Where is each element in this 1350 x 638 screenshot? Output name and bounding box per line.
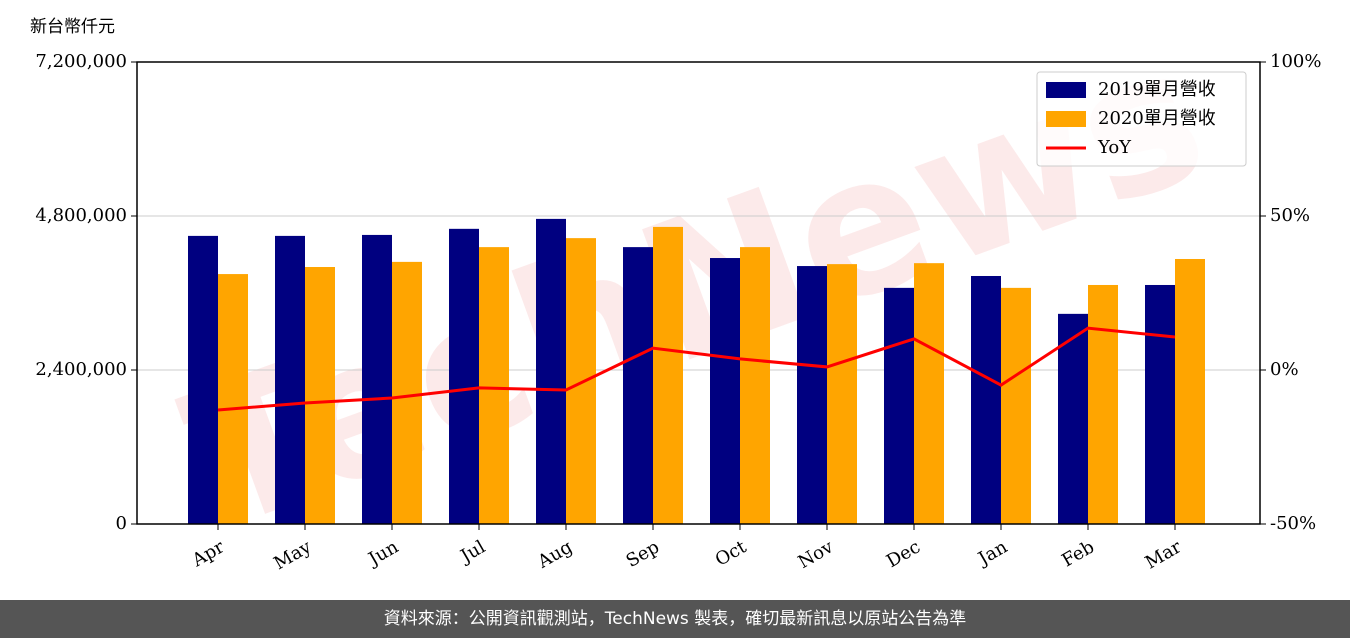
bar [479,247,509,524]
y-tick-label: 4,800,000 [35,205,127,226]
y-tick-label: 0 [116,513,127,534]
x-tick-label: Oct [712,536,751,571]
x-tick-label: Mar [1142,536,1186,573]
bar [653,226,683,525]
y2-tick-label: 50% [1270,205,1310,226]
y2-tick-label: 0% [1270,359,1299,380]
bar [1145,284,1175,524]
y2-tick-label: -50% [1270,513,1316,534]
bar [971,275,1001,524]
bar [914,263,944,524]
legend-box [1036,71,1247,167]
x-tick-label: Jul [455,536,489,568]
bar [710,258,740,524]
bar [1175,258,1205,524]
bar [275,235,305,524]
footer: 資料來源：公開資訊觀測站，TechNews 製表，確切最新訊息以原站公告為準 [0,600,1350,638]
legend: 2019單月營收 2020單月營收 YoY [1036,71,1247,167]
line [217,326,1176,412]
bar [188,235,218,524]
bar [362,234,392,524]
bar [305,267,335,524]
x-tick-label: Jan [973,536,1011,570]
bar [884,287,914,524]
bar [740,247,770,524]
x-tick-label: Jun [363,536,402,571]
bar [392,261,422,524]
bar [797,266,827,524]
legend-label: YoY [1097,137,1132,158]
bar [218,274,248,524]
x-tick-label: Sep [623,536,663,571]
x-tick-label: Nov [795,536,838,573]
chart: 新台幣仟元 TechNews 02,400,0004,800,0007,200,… [30,3,1321,574]
bar [566,238,596,524]
y2-tick-label: 100% [1270,51,1321,72]
bar [449,228,479,525]
bar [1058,313,1088,524]
legend-label: 2019單月營收 [1098,79,1216,100]
y-tick-label: 2,400,000 [35,359,127,380]
bar [623,247,653,524]
bar [1088,284,1118,524]
legend-swatch [1046,111,1086,127]
y-axis-title: 新台幣仟元 [30,17,115,37]
x-tick-label: Aug [533,536,576,573]
bar [536,218,566,524]
bar [1001,287,1031,524]
x-tick-label: Apr [188,536,228,571]
legend-swatch [1046,82,1086,98]
x-tick-label: Feb [1058,536,1098,571]
bar [827,264,857,524]
y-tick-label: 7,200,000 [35,51,127,72]
x-tick-label: Dec [883,536,924,572]
legend-label: 2020單月營收 [1098,108,1216,129]
plot-frame [136,61,1261,525]
